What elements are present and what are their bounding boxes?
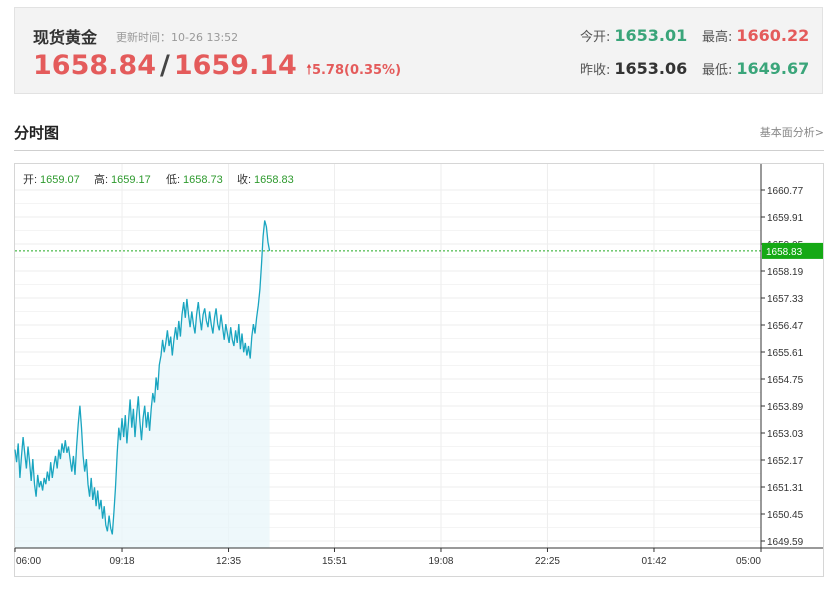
quote-panel: 现货黄金 更新时间：10-26 13:52 1658.84/1659.14 🠕5… <box>14 7 823 94</box>
price-line: 1658.84/1659.14 🠕5.78(0.35%) <box>33 50 401 83</box>
x-tick-label: 05:00 <box>736 556 761 567</box>
x-tick-label: 09:18 <box>110 556 135 567</box>
prev-close-label: 昨收: <box>580 63 611 78</box>
y-tick-label: 1653.89 <box>767 402 804 413</box>
section-divider <box>14 150 824 151</box>
y-tick-label: 1652.17 <box>767 456 804 467</box>
price-line-series <box>14 220 271 535</box>
y-ticks: 1660.771659.911659.051658.191657.331656.… <box>761 186 804 548</box>
y-tick-label: 1650.45 <box>767 510 804 521</box>
high-stat: 最高: 1660.22 <box>702 26 809 45</box>
y-tick-label: 1660.77 <box>767 186 804 197</box>
ohlc-low-label: 低: <box>166 173 180 186</box>
current-price-tag-label: 1658.83 <box>766 247 803 258</box>
ohlc-close-value: 1658.83 <box>254 174 294 186</box>
prev-close-value: 1653.06 <box>614 59 688 78</box>
up-arrow-icon: 🠕 <box>305 62 312 78</box>
low-value: 1649.67 <box>736 59 810 78</box>
x-tick-label: 06:00 <box>16 556 41 567</box>
ask-price: 1659.14 <box>173 50 297 81</box>
low-label: 最低: <box>702 63 733 78</box>
price-change: 5.78(0.35%) <box>311 63 402 78</box>
x-ticks: 06:00 09:18 12:35 15:51 19:08 22:25 01:42 05:00 <box>14 548 762 567</box>
ohlc-low-value: 1658.73 <box>183 174 223 186</box>
y-tick-label: 1651.31 <box>767 483 804 494</box>
intraday-chart-frame <box>14 163 824 577</box>
price-separator: / <box>159 50 170 81</box>
update-time: 更新时间：10-26 13:52 <box>116 31 239 44</box>
high-value: 1660.22 <box>736 26 810 45</box>
open-stat: 今开: 1653.01 <box>580 26 687 45</box>
y-tick-label: 1655.61 <box>767 348 804 359</box>
y-tick-label: 1653.03 <box>767 429 804 440</box>
current-price-tag: 1658.83 <box>762 242 823 259</box>
open-value: 1653.01 <box>614 26 688 45</box>
x-tick-label: 19:08 <box>428 556 453 567</box>
x-tick-label: 22:25 <box>535 556 560 567</box>
y-tick-label: 1654.75 <box>767 375 804 386</box>
fundamental-analysis-link[interactable]: 基本面分析> <box>759 126 824 139</box>
x-tick-label: 15:51 <box>322 556 347 567</box>
y-tick-label: 1657.33 <box>767 294 804 305</box>
y-tick-label: 1659.91 <box>767 213 804 224</box>
ohlc-close-label: 收: <box>237 172 251 186</box>
low-stat: 最低: 1649.67 <box>702 59 809 78</box>
y-tick-label: 1656.47 <box>767 321 804 332</box>
price-area <box>15 220 270 548</box>
current-price-tag-bg <box>762 242 823 259</box>
ohlc-high-value: 1659.17 <box>111 174 151 186</box>
ohlc-open-value: 1659.07 <box>40 174 80 186</box>
x-tick-label: 12:35 <box>216 556 241 567</box>
ohlc-open-label: 开: <box>23 174 37 186</box>
high-label: 最高: <box>702 30 733 45</box>
section-title: 分时图 <box>14 124 60 142</box>
ohlc-high-label: 高: <box>94 172 108 186</box>
y-tick-label: 1649.59 <box>767 537 804 548</box>
x-tick-label: 01:42 <box>641 556 666 567</box>
prev-close-stat: 昨收: 1653.06 <box>580 59 687 78</box>
y-tick-label: 1658.19 <box>767 267 804 278</box>
bid-price: 1658.84 <box>33 50 156 81</box>
open-label: 今开: <box>580 30 611 45</box>
instrument-name: 现货黄金 <box>33 28 98 47</box>
